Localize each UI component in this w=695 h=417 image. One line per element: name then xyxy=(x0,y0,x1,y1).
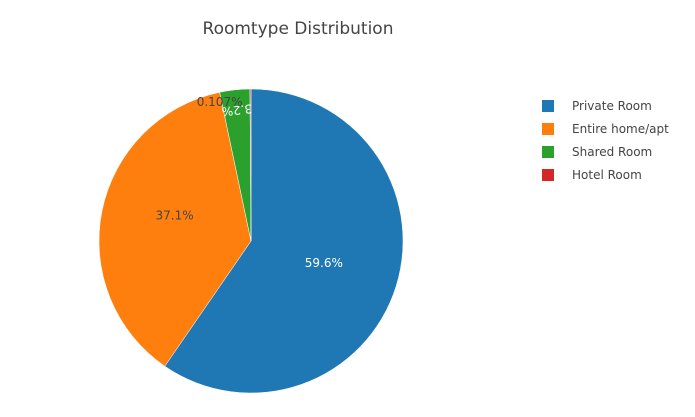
slice-label-shared-room: 3.2% xyxy=(221,101,253,118)
legend-label-hotel-room: Hotel Room xyxy=(572,168,642,182)
pie-slice-entire-home-apt[interactable] xyxy=(98,91,252,367)
slice-label-private-room: 59.6% xyxy=(305,256,343,270)
legend-swatch-hotel-room xyxy=(542,169,554,181)
legend-label-entire-home-apt: Entire home/apt xyxy=(572,122,669,136)
legend-label-shared-room: Shared Room xyxy=(572,145,652,159)
slice-label-entire-home-apt: 37.1% xyxy=(155,209,193,223)
legend-item-hotel-room[interactable]: Hotel Room xyxy=(542,168,642,182)
chart-title: Roomtype Distribution xyxy=(203,19,394,39)
legend-item-shared-room[interactable]: Shared Room xyxy=(542,145,652,159)
legend-item-entire-home-apt[interactable]: Entire home/apt xyxy=(542,122,669,136)
legend-label-private-room: Private Room xyxy=(572,99,652,113)
pie-slice-labels: 59.6% 37.1% 3.2%0.107% xyxy=(155,95,342,270)
legend-swatch-shared-room xyxy=(542,146,554,158)
pie-slice-hotel-room[interactable] xyxy=(249,88,252,242)
pie-slice-private-room[interactable] xyxy=(164,88,404,394)
pie-slices xyxy=(98,88,404,394)
legend-item-private-room[interactable]: Private Room xyxy=(542,99,652,113)
slice-label-hotel-room: 0.107% xyxy=(197,95,243,109)
legend-swatch-private-room xyxy=(542,100,554,112)
legend-swatch-entire-home-apt xyxy=(542,123,554,135)
legend[interactable]: Private Room Entire home/apt Shared Room Ho… xyxy=(542,99,669,182)
